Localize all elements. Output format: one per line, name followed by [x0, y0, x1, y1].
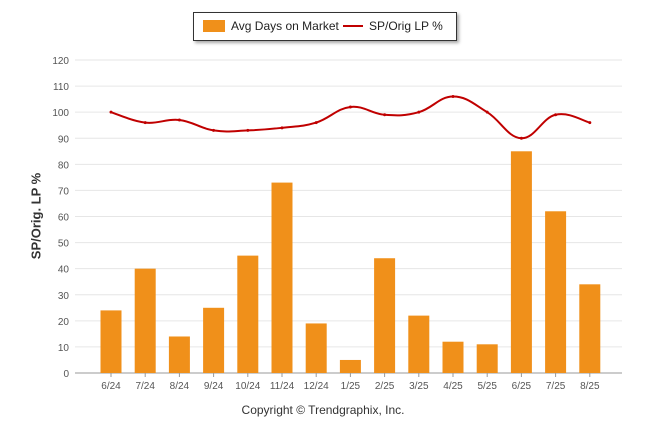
bar — [476, 344, 498, 373]
line-point — [485, 110, 489, 114]
bars — [100, 151, 601, 373]
bar — [545, 211, 567, 373]
line-point — [451, 95, 455, 99]
y-tick-label: 40 — [58, 265, 70, 276]
y-tick-label: 120 — [52, 56, 69, 67]
x-tick-label: 3/25 — [409, 381, 429, 392]
line-point — [519, 136, 523, 140]
legend-bar-label: Avg Days on Market — [231, 19, 339, 33]
bar — [408, 315, 430, 373]
bar — [374, 258, 396, 373]
y-axis-ticks: 0 10 20 30 40 50 60 70 80 90 100 110 120 — [52, 56, 69, 380]
y-tick-label: 110 — [53, 82, 69, 93]
y-tick-label: 30 — [58, 291, 70, 302]
line-point — [143, 121, 147, 125]
line-point — [554, 113, 558, 117]
x-tick-label: 10/24 — [235, 381, 260, 392]
y-axis-label: SP/Orig. LP % — [28, 172, 44, 260]
line-series — [109, 95, 592, 140]
line-point — [280, 126, 284, 130]
bar — [510, 151, 532, 373]
y-tick-label: 100 — [52, 108, 69, 119]
x-tick-label: 6/24 — [101, 381, 121, 392]
copyright-text: Copyright © Trendgraphix, Inc. — [241, 403, 405, 417]
legend-line-swatch — [343, 25, 363, 27]
y-tick-label: 10 — [58, 343, 70, 354]
x-tick-label: 12/24 — [304, 381, 329, 392]
x-tick-label: 11/24 — [270, 381, 295, 392]
line-point — [348, 105, 352, 109]
x-axis-ticks: 6/24 7/24 8/24 9/24 10/24 11/24 12/24 1/25 2/25 3… — [101, 373, 600, 392]
bar — [339, 359, 361, 373]
line-point — [212, 128, 216, 132]
line-point — [246, 128, 250, 132]
bar — [579, 284, 601, 373]
x-tick-label: 5/25 — [477, 381, 497, 392]
line-point — [109, 110, 113, 114]
x-tick-label: 2/25 — [375, 381, 395, 392]
sp-orig-lp-line — [110, 95, 591, 140]
x-tick-label: 9/24 — [204, 381, 224, 392]
bar — [271, 182, 293, 373]
line-point — [314, 121, 318, 125]
bar — [237, 255, 259, 373]
x-tick-label: 4/25 — [443, 381, 463, 392]
y-tick-label: 20 — [58, 317, 70, 328]
legend: Avg Days on Market SP/Orig LP % — [193, 12, 457, 41]
bar — [168, 336, 190, 373]
y-tick-label: 90 — [58, 134, 70, 145]
bar — [134, 268, 156, 373]
bar — [100, 310, 122, 373]
legend-line-label: SP/Orig LP % — [369, 19, 443, 33]
line-point — [177, 118, 181, 122]
y-tick-label: 50 — [58, 239, 70, 250]
x-tick-label: 1/25 — [341, 381, 361, 392]
x-tick-label: 7/24 — [135, 381, 155, 392]
x-tick-label: 6/25 — [512, 381, 532, 392]
gridlines — [75, 59, 622, 374]
line-point — [417, 110, 421, 114]
bar — [305, 323, 327, 373]
line-point — [383, 113, 387, 117]
x-tick-label: 8/24 — [170, 381, 190, 392]
x-tick-label: 8/25 — [580, 381, 600, 392]
y-tick-label: 60 — [58, 213, 70, 224]
y-tick-label: 80 — [58, 160, 70, 171]
legend-bar-swatch — [203, 20, 225, 32]
x-tick-label: 7/25 — [546, 381, 566, 392]
bar — [442, 341, 464, 373]
y-tick-label: 0 — [63, 369, 69, 380]
bar — [203, 307, 225, 373]
y-tick-label: 70 — [58, 186, 70, 197]
line-point — [588, 121, 592, 125]
